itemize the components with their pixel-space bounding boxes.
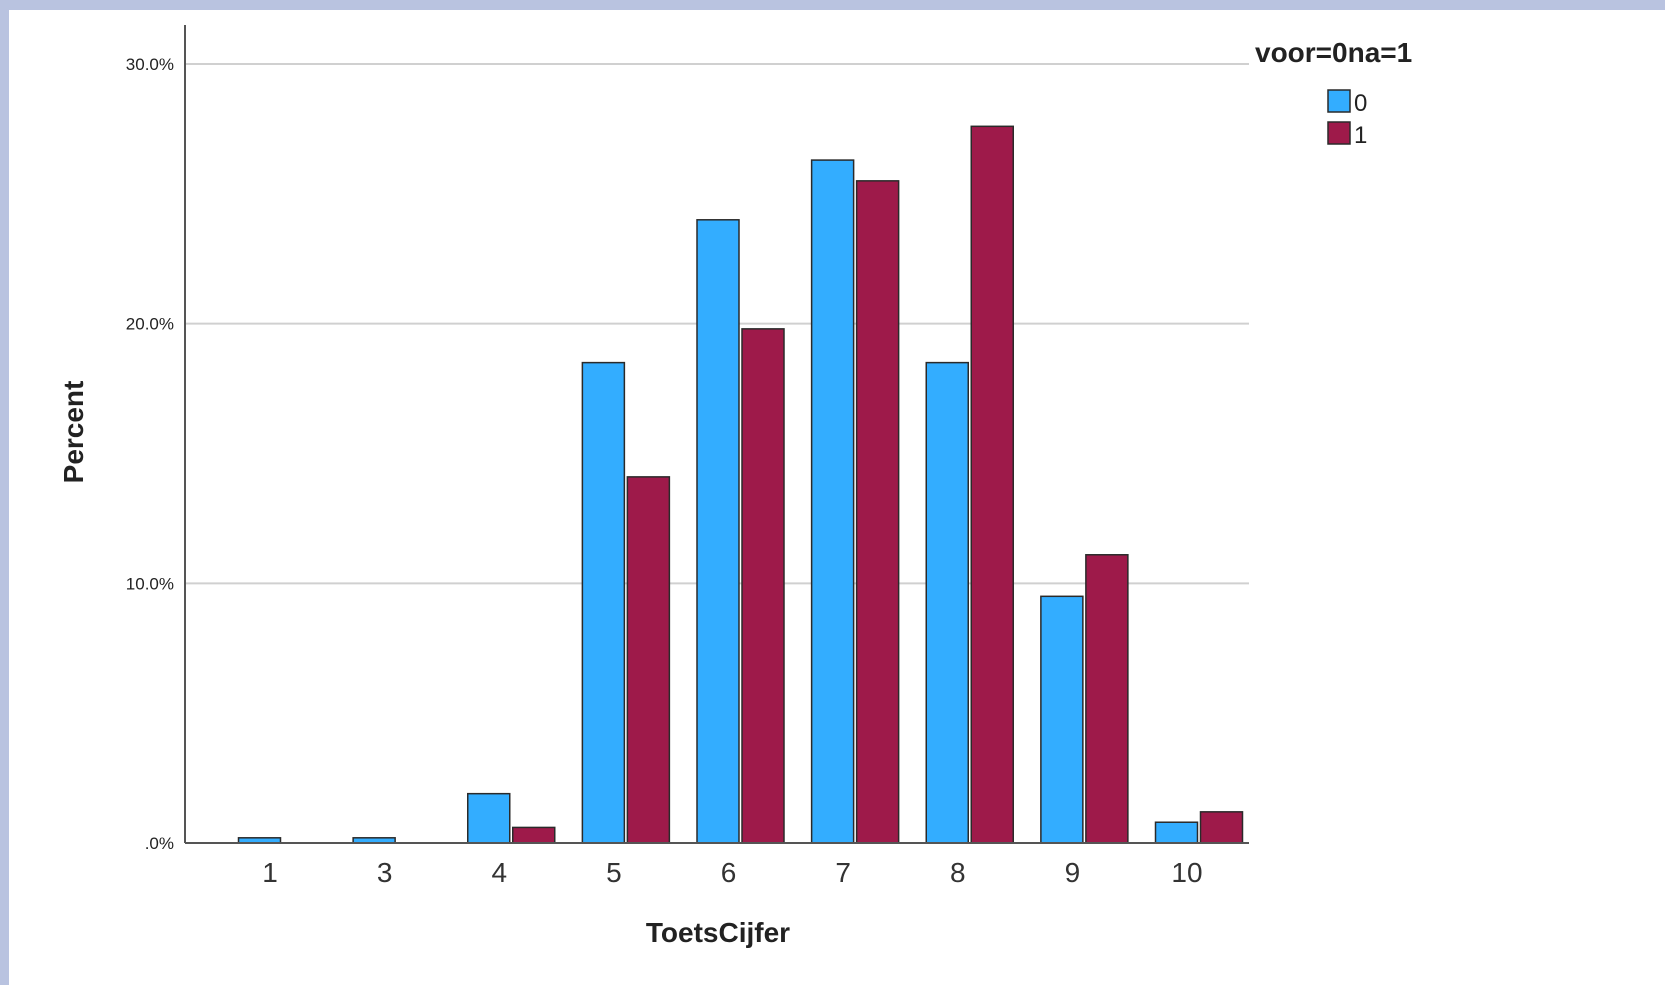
x-tick-label: 1 — [262, 857, 278, 888]
bar-series-0-7 — [812, 160, 854, 843]
legend-label-1: 1 — [1354, 122, 1367, 149]
x-tick-label: 7 — [835, 857, 851, 888]
bars — [239, 126, 1243, 843]
bar-series-1-9 — [1086, 555, 1128, 843]
bar-series-1-6 — [742, 329, 784, 843]
x-tick-label: 4 — [491, 857, 507, 888]
x-tick-label: 9 — [1065, 857, 1081, 888]
bar-series-0-10 — [1156, 822, 1198, 843]
bar-series-1-7 — [857, 181, 899, 843]
legend-label-0: 0 — [1354, 90, 1367, 117]
bar-chart: .0%10.0%20.0%30.0% 1 3 4 5 6 7 8 9 10 ToetsCijfe… — [9, 10, 1665, 985]
y-axis-title: Percent — [58, 381, 89, 484]
legend: voor=0na=1 01 — [1255, 37, 1412, 149]
bar-series-0-9 — [1041, 596, 1083, 843]
bar-series-0-5 — [582, 363, 624, 843]
x-tick-label: 6 — [721, 857, 737, 888]
legend-swatch-0 — [1328, 90, 1350, 112]
bar-series-0-6 — [697, 220, 739, 843]
y-tick-label: 30.0% — [126, 55, 174, 74]
y-tick-label: .0% — [145, 834, 174, 853]
bar-series-1-4 — [513, 827, 555, 843]
bar-series-0-8 — [926, 363, 968, 843]
bar-series-1-10 — [1201, 812, 1243, 843]
y-tick-label: 10.0% — [126, 574, 174, 593]
bar-series-1-5 — [627, 477, 669, 843]
chart-frame: .0% 10.0% 20.0% 30.0% 1 3 4 5 6 7 8 9 10 ToetsCijfe… — [9, 10, 1665, 985]
x-tick-label: 5 — [606, 857, 622, 888]
legend-title: voor=0na=1 — [1255, 37, 1412, 68]
x-tick-label: 3 — [377, 857, 393, 888]
y-tick-labels: .0% 10.0% 20.0% 30.0% — [126, 55, 174, 853]
x-tick-labels: 1 3 4 5 6 7 8 9 10 — [262, 857, 1202, 888]
x-axis-title: ToetsCijfer — [646, 917, 790, 948]
x-tick-label: 10 — [1171, 857, 1202, 888]
legend-swatch-1 — [1328, 122, 1350, 144]
bar-series-0-4 — [468, 794, 510, 843]
x-tick-label: 8 — [950, 857, 966, 888]
y-tick-label: 20.0% — [126, 315, 174, 334]
bar-series-1-8 — [971, 126, 1013, 843]
legend-items: 01 — [1328, 90, 1367, 149]
